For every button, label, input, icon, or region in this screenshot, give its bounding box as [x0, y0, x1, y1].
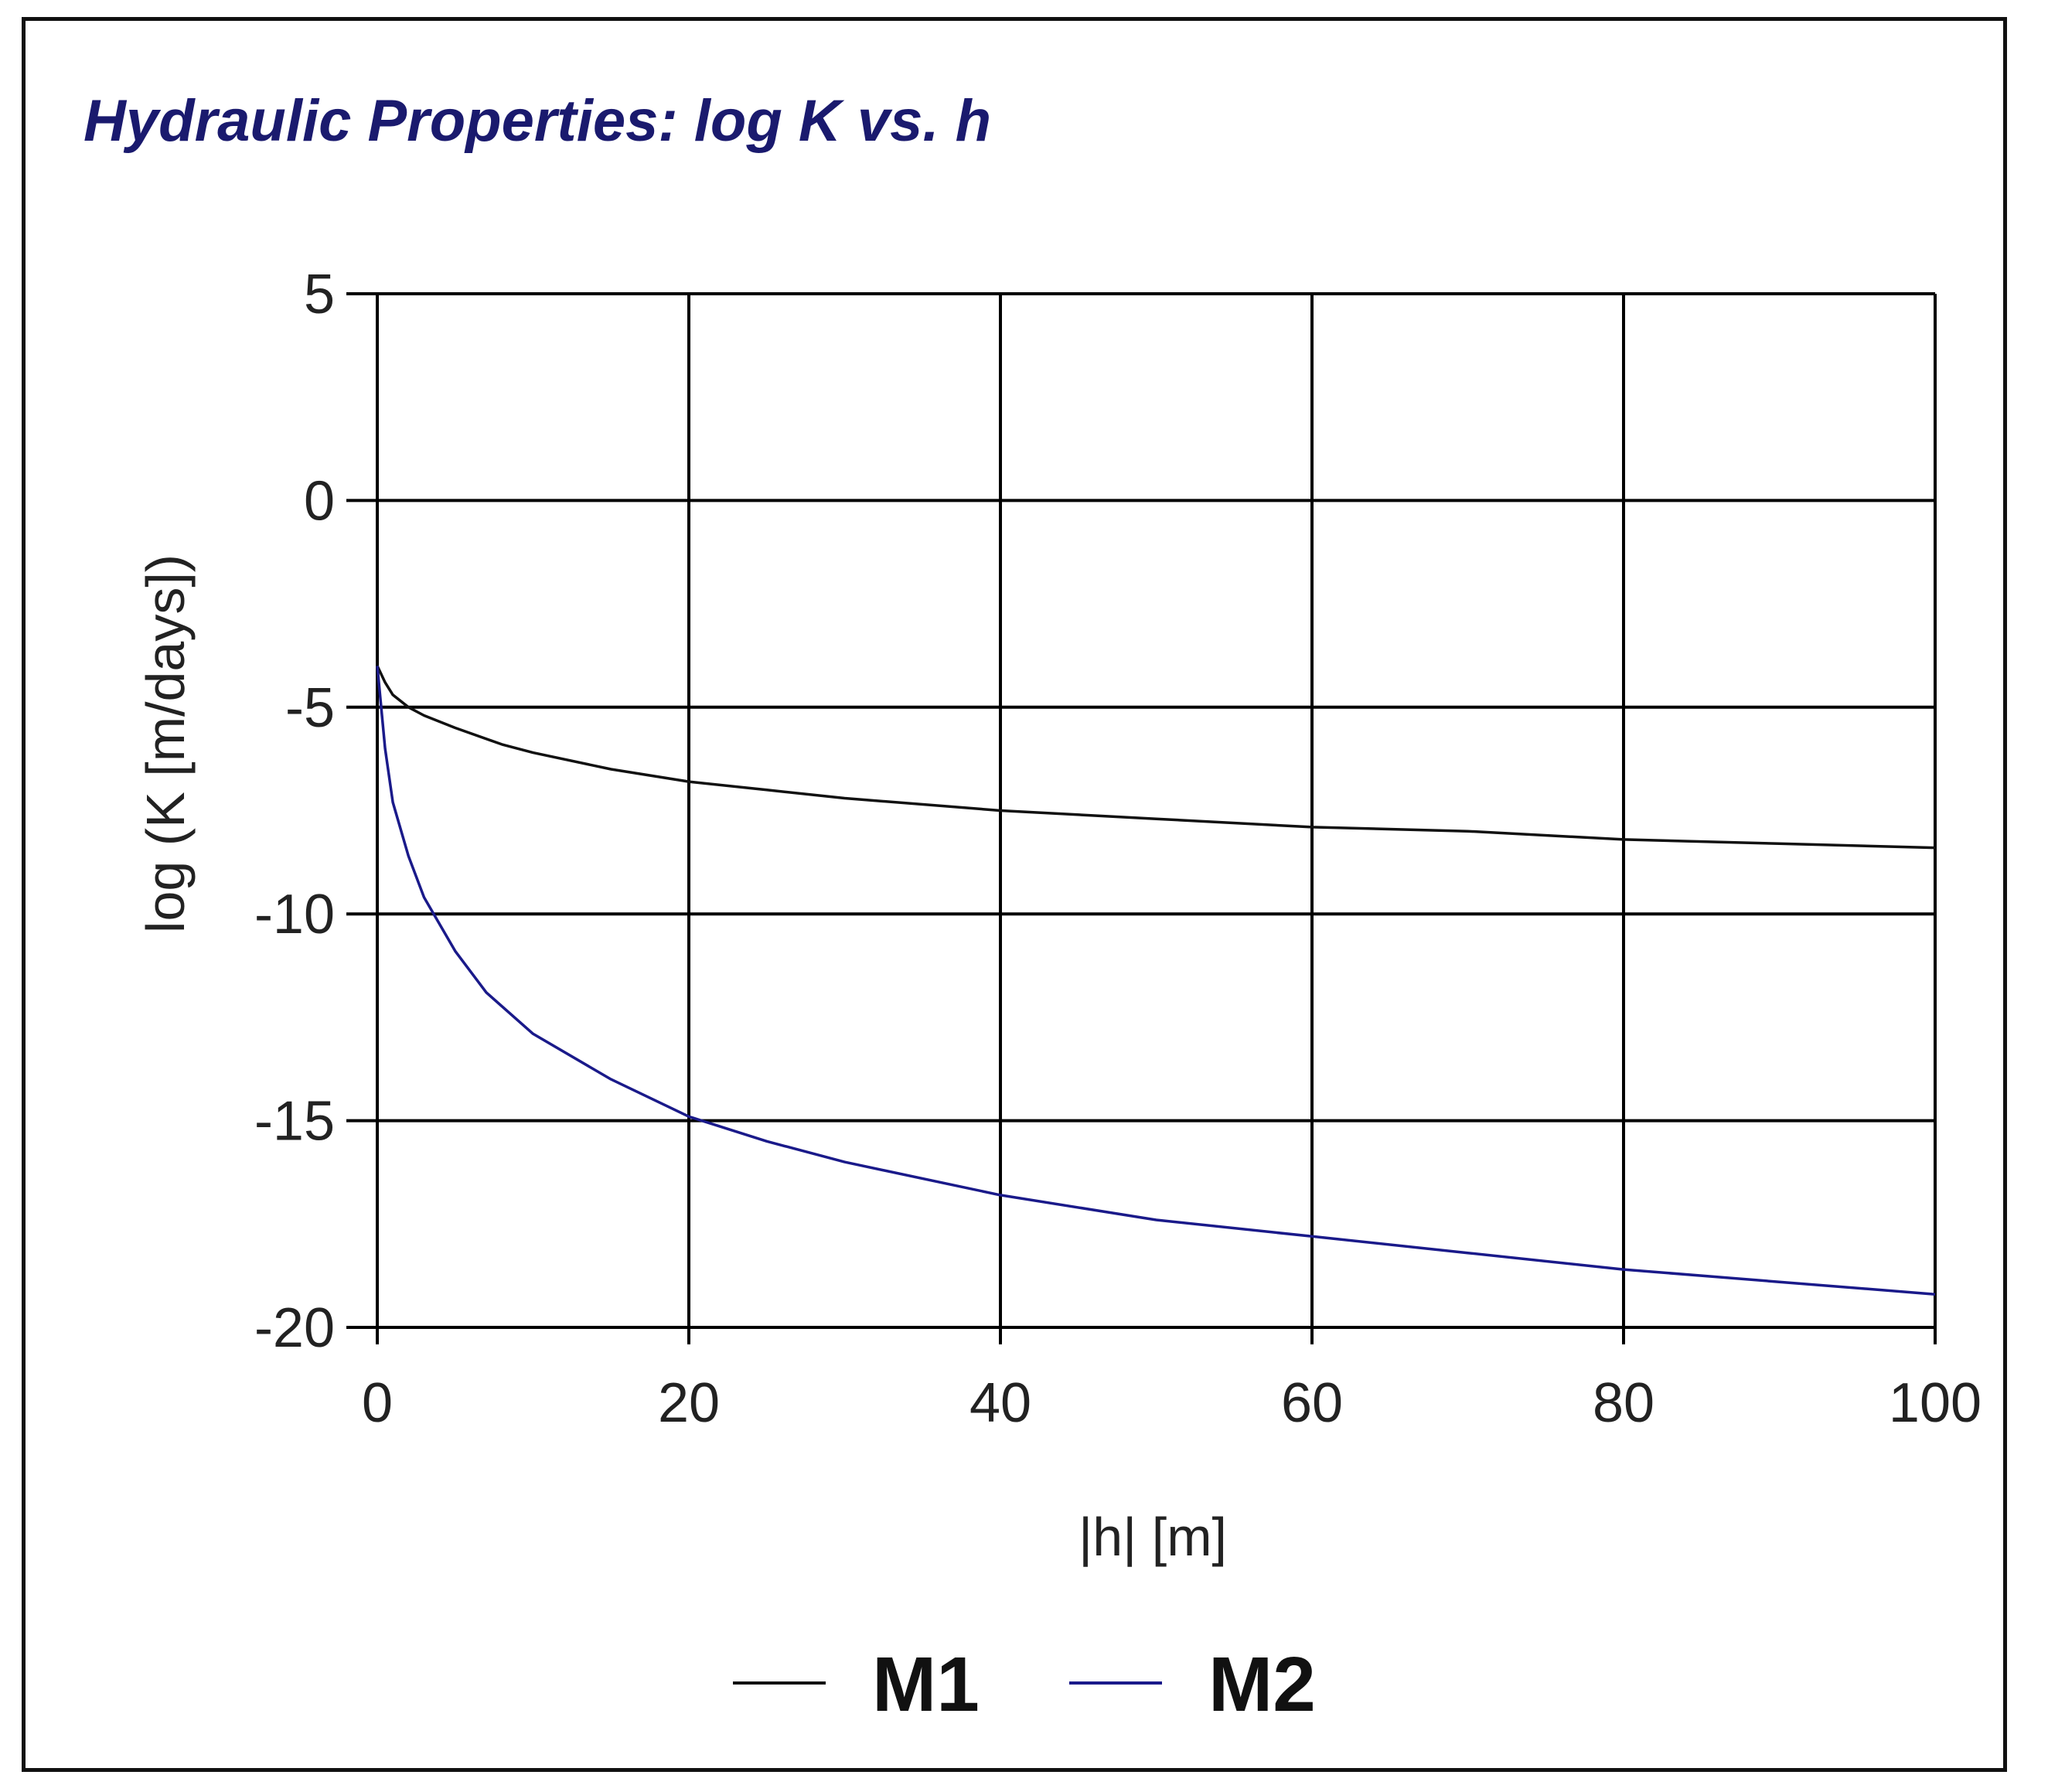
series-layer — [376, 665, 1936, 1296]
x-tick-label: 80 — [1593, 1372, 1654, 1434]
legend-label-m1: M1 — [872, 1641, 980, 1728]
x-tick-label: 100 — [1889, 1372, 1982, 1434]
y-tick-label: -10 — [254, 884, 335, 945]
series-line-m2 — [376, 666, 1936, 1296]
legend: M1 M2 — [733, 1641, 1316, 1728]
x-tick-label: 0 — [362, 1372, 393, 1434]
y-tick-label: 0 — [304, 470, 335, 532]
ticks-layer: 5 0 -5 -10 -15 -20 0 20 40 60 80 100 — [254, 264, 1982, 1434]
grid-layer — [346, 292, 1937, 1344]
y-tick-label: -5 — [285, 677, 335, 739]
y-tick-label: -20 — [254, 1297, 335, 1359]
chart-frame: Hydraulic Properties: log K vs. h 5 0 -5 -1… — [22, 17, 2007, 1772]
y-tick-label: 5 — [304, 264, 335, 325]
chart-svg: Hydraulic Properties: log K vs. h 5 0 -5 -1… — [83, 88, 1982, 1728]
x-tick-label: 60 — [1281, 1372, 1343, 1434]
x-tick-label: 40 — [969, 1372, 1031, 1434]
x-tick-label: 20 — [658, 1372, 720, 1434]
chart-title: Hydraulic Properties: log K vs. h — [83, 88, 991, 154]
legend-label-m2: M2 — [1208, 1641, 1316, 1728]
y-axis-label: log (K [m/days]) — [135, 554, 196, 933]
series-line-m1 — [376, 665, 1936, 850]
y-tick-label: -15 — [254, 1091, 335, 1153]
x-axis-label: |h| [m] — [1079, 1507, 1227, 1567]
